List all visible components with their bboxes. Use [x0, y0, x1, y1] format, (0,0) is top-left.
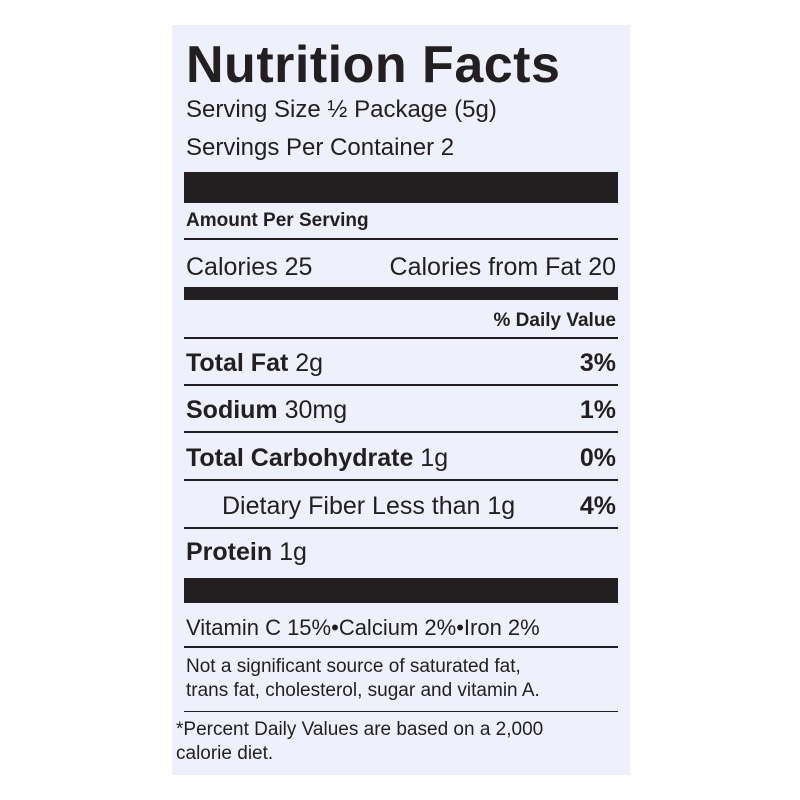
daily-value: 3%: [579, 349, 616, 377]
nutrient: Total Carbohydrate 1g: [186, 446, 448, 471]
rule: [184, 646, 618, 648]
note: Not a significant source of saturated fa…: [186, 656, 521, 677]
servings: Servings Per Container 2: [186, 134, 455, 161]
nutrient-amount: 2g: [295, 349, 324, 377]
vitamin: Iron 2%: [463, 615, 540, 640]
rule: [184, 337, 618, 339]
rule: [184, 384, 618, 386]
nutrient: Protein 1g: [186, 540, 307, 565]
daily-value: 4%: [579, 492, 616, 520]
separator: •: [456, 615, 464, 640]
title: Nutrition Facts: [186, 36, 561, 94]
vitamin: Calcium 2%: [338, 615, 457, 640]
calories-row: Calories 25 Calories from Fat 20: [186, 255, 616, 280]
nutrient: Dietary Fiber Less than 1g: [222, 494, 515, 519]
serving-size: Serving Size ½ Package (5g): [186, 96, 497, 123]
rule: [184, 238, 618, 240]
rule: [184, 431, 618, 433]
nutrient-amount: 1g: [420, 444, 449, 472]
daily-value-header: % Daily Value: [493, 310, 616, 331]
footnote: *Percent Daily Values are based on a 2,0…: [176, 719, 544, 740]
medium-bar: [184, 287, 618, 300]
separator: •: [331, 615, 339, 640]
nutrient-name: Protein: [186, 538, 273, 566]
rule: [184, 711, 618, 712]
rule: [184, 479, 618, 481]
calories-from-fat: Calories from Fat 20: [389, 253, 616, 281]
nutrient: Sodium 30mg: [186, 398, 347, 423]
rule: [184, 527, 618, 529]
note: trans fat, cholesterol, sugar and vitami…: [186, 680, 540, 701]
daily-value: 0%: [579, 444, 616, 472]
nutrient-row: Total Carbohydrate 1g 0%: [186, 446, 616, 471]
vitamins: Vitamin C 15%•Calcium 2%•Iron 2%: [186, 617, 616, 639]
nutrient-amount: 30mg: [284, 396, 348, 424]
vitamin: Vitamin C 15%: [186, 615, 332, 640]
amount-per-serving: Amount Per Serving: [186, 210, 369, 231]
nutrient-name: Sodium: [186, 396, 278, 424]
nutrient-name: Total Carbohydrate: [186, 444, 414, 472]
nutrient-name: Total Fat: [186, 349, 289, 377]
daily-value: 1%: [579, 396, 616, 424]
nutrient-row: Protein 1g: [186, 540, 616, 565]
nutrient-amount: 1g: [279, 538, 307, 566]
calories: Calories 25: [186, 253, 313, 281]
nutrient-row: Dietary Fiber Less than 1g 4%: [222, 494, 616, 519]
nutrient-row: Sodium 30mg 1%: [186, 398, 616, 423]
footnote: calorie diet.: [176, 743, 274, 764]
nutrition-label: Nutrition Facts Serving Size ½ Package (…: [172, 25, 630, 775]
thick-bar: [184, 172, 618, 203]
nutrient: Total Fat 2g: [186, 351, 323, 376]
nutrient-name: Dietary Fiber: [222, 492, 366, 520]
thick-bar: [184, 578, 618, 603]
nutrient-row: Total Fat 2g 3%: [186, 351, 616, 376]
nutrient-amount: Less than 1g: [372, 492, 516, 520]
